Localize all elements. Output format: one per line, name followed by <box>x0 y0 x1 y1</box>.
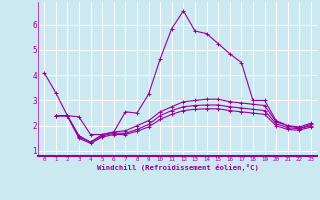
X-axis label: Windchill (Refroidissement éolien,°C): Windchill (Refroidissement éolien,°C) <box>97 164 259 171</box>
